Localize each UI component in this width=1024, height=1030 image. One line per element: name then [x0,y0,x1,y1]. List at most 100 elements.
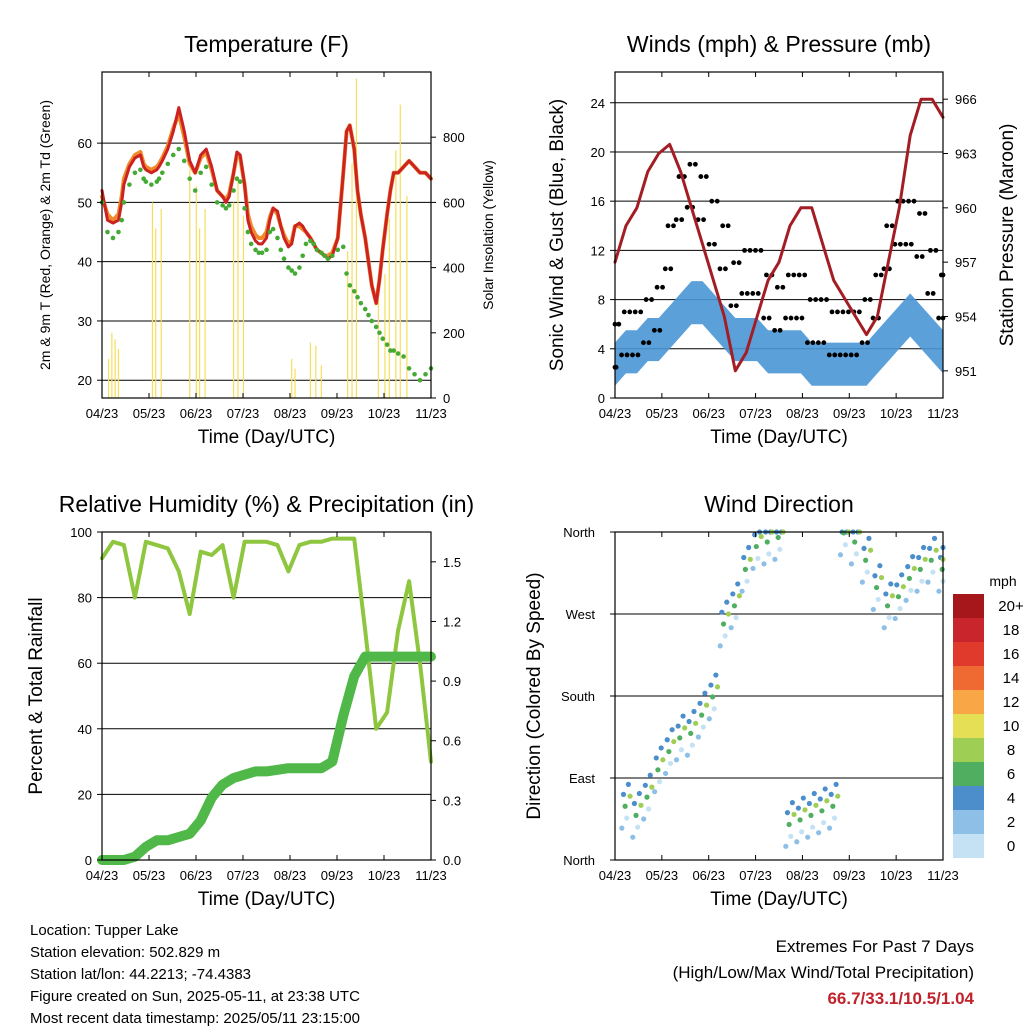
y-tick-label: North [563,853,595,868]
y-tick-label: 24 [591,96,605,111]
y-axis-label: Sonic Wind & Gust (Blue, Black) [547,99,568,371]
wind-direction-point [742,566,748,572]
wind-direction-point [797,817,803,823]
wind-direction-point [684,752,691,758]
wind-direction-point [899,572,905,578]
wind-direction-point [766,551,772,557]
legend-swatch [953,786,984,810]
wind-direction-point [671,738,677,745]
wind-direction-point [931,535,938,541]
legend-label: 2 [1007,814,1015,831]
x-axis-label: Time (Day/UTC) [198,427,336,448]
wind-direction-point [791,811,797,818]
x-tick-label: 06/23 [180,406,213,421]
dewpoint-point [406,366,412,371]
y-axis-label: Percent & Total Rainfall [26,597,47,794]
wind-direction-point [877,563,883,569]
dewpoint-point [121,200,127,205]
series-line-9m-temp [100,111,433,306]
gust-point [903,241,909,247]
y-axis-label: 2m & 9m T (Red, Orange) & 2m Td (Green) [37,100,53,370]
x-tick-label: 05/23 [133,406,166,421]
wind-direction-point [622,803,628,809]
y-tick-label: 50 [78,195,92,210]
wind-direction-point [861,545,867,552]
y2-tick-label: 954 [955,310,977,325]
y2-tick-label: 0.9 [443,674,461,689]
wind-direction-point [656,779,663,785]
y-tick-label: 80 [78,591,92,606]
dewpoint-point [325,256,331,262]
dewpoint-point [330,253,335,259]
wind-direction-point [914,588,920,594]
y-tick-label: 0 [85,853,92,868]
gust-point [815,340,821,346]
wind-direction-point [906,575,912,582]
wind-direction-point [799,829,805,835]
legend-swatch [953,618,984,642]
dewpoint-point [259,250,265,256]
gust-point [742,247,747,253]
gust-point [840,309,846,315]
wind-direction-point [667,760,674,767]
wind-direction-point [631,800,638,807]
y2-tick-label: 1.5 [443,555,461,570]
gust-point [791,272,797,278]
dewpoint-point [264,247,269,253]
gust-point [679,217,685,223]
gust-point [660,284,665,290]
gust-point [714,198,720,204]
elevation-text: Station elevation: 502.829 m [30,944,221,961]
chart-title: Wind Direction [704,491,854,517]
wind-direction-point [753,543,759,550]
gust-point [796,272,802,278]
gust-point [709,198,715,204]
wind-direction-point [669,727,675,733]
dewpoint-point [355,294,360,300]
y-tick-label: 60 [78,136,92,151]
gust-point [744,291,750,296]
gust-point [662,266,668,272]
gust-point [824,297,829,302]
wind-direction-point [677,735,683,741]
wind-direction-point [928,557,934,563]
gust-point [917,211,922,216]
gust-point [837,352,843,358]
wind-direction-point [647,772,653,778]
gust-point [854,352,860,358]
wind-direction-point [783,843,789,849]
wind-direction-point [805,834,811,840]
gust-point [928,247,933,253]
gust-point [701,217,706,223]
gust-point [832,352,838,358]
gust-point [731,260,737,266]
gust-point [777,327,783,333]
wind-direction-point [724,599,730,605]
dewpoint-point [237,179,243,184]
dewpoint-point [165,161,171,167]
wind-direction-point [649,784,655,790]
gust-point [936,315,942,321]
wind-direction-point [682,725,688,731]
created-text: Figure created on Sun, 2025-05-11, at 23… [30,988,360,1005]
x-tick-label: 05/23 [133,868,166,883]
wind-direction-point [680,713,686,719]
dewpoint-point [105,229,110,235]
wind-direction-point [630,834,636,840]
gust-point [856,309,862,315]
plot-frame [614,71,944,399]
gust-point [774,284,780,290]
dewpoint-point [214,200,220,205]
wind-direction-point [627,793,633,799]
extremes-block: Extremes For Past 7 Days (High/Low/Max W… [673,934,974,1012]
gust-point [616,321,622,327]
x-tick-label: 04/23 [599,406,632,421]
plot-frame [101,531,432,861]
legend-label: 14 [1003,670,1020,687]
wind-direction-point [917,566,923,572]
y-tick-label: 12 [591,243,605,258]
wind-direction-point [892,615,898,622]
chart-title: Temperature (F) [184,31,349,57]
wind-direction-point [910,554,916,560]
wind-direction-point [703,702,710,708]
